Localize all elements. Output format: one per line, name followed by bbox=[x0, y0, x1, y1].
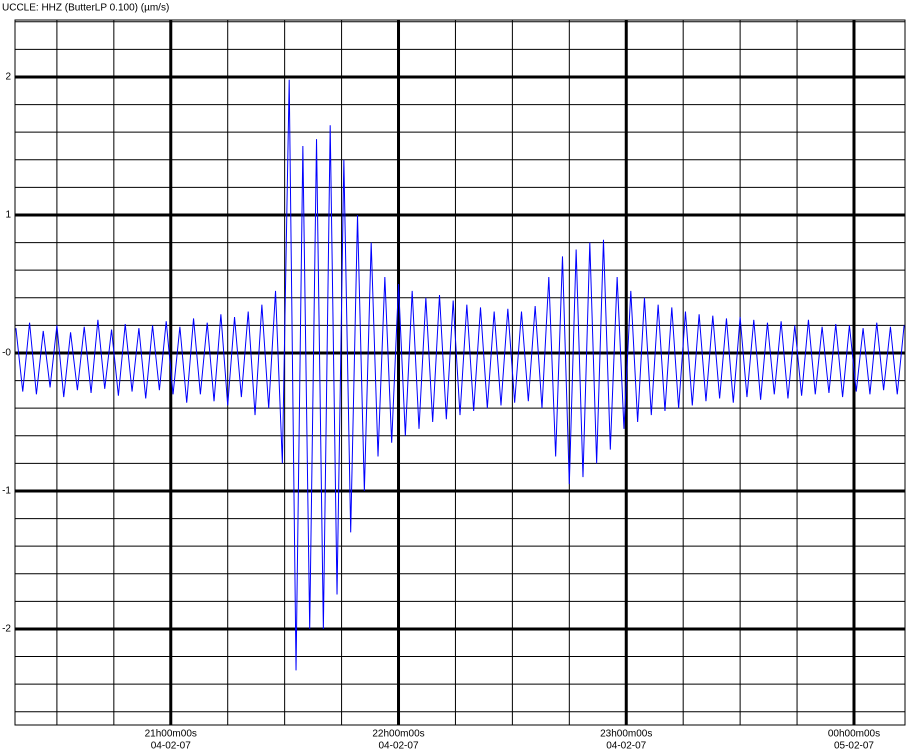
x-tick-date: 04-02-07 bbox=[151, 741, 191, 752]
x-tick-label: 21h00m00s bbox=[145, 729, 197, 740]
plot-frame bbox=[14, 19, 906, 726]
x-tick-date: 05-02-07 bbox=[834, 741, 874, 752]
x-tick-date: 04-02-07 bbox=[378, 741, 418, 752]
x-tick-label: 00h00m00s bbox=[828, 729, 880, 740]
waveform bbox=[15, 79, 905, 671]
y-tick-label: 2 bbox=[5, 72, 11, 83]
y-tick-label: -1 bbox=[2, 486, 11, 497]
x-tick-label: 22h00m00s bbox=[372, 729, 424, 740]
x-tick-label: 23h00m00s bbox=[600, 729, 652, 740]
y-tick-label: -0 bbox=[2, 348, 11, 359]
y-tick-label: 1 bbox=[5, 210, 11, 221]
x-tick-date: 04-02-07 bbox=[606, 741, 646, 752]
chart-title: UCCLE: HHZ (ButterLP 0.100) (µm/s) bbox=[2, 3, 169, 14]
y-tick-label: -2 bbox=[2, 624, 11, 635]
